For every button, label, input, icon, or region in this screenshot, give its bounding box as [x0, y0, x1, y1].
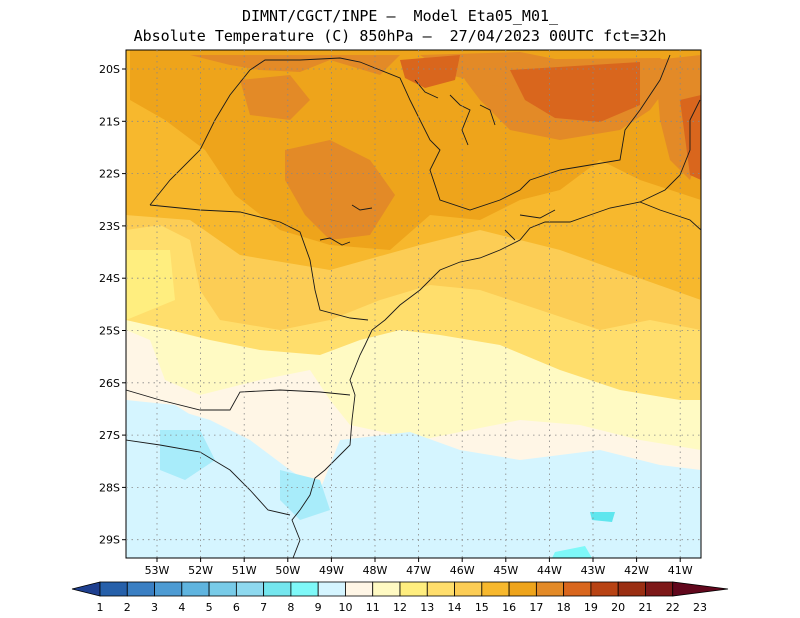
colorbar-segment — [99, 581, 128, 597]
colorbar-label: 12 — [393, 601, 407, 614]
colorbar-label: 8 — [287, 601, 294, 614]
colorbar-label: 19 — [584, 601, 598, 614]
colorbar-segment — [317, 581, 346, 597]
lat-label: 22S — [99, 168, 120, 181]
colorbar-segment — [126, 581, 155, 597]
colorbar-label: 16 — [502, 601, 516, 614]
colorbar-label: 3 — [151, 601, 158, 614]
colorbar-segment — [535, 581, 565, 597]
colorbar-label: 5 — [206, 601, 213, 614]
colorbar-label: 22 — [666, 601, 680, 614]
lat-label: 26S — [99, 377, 120, 390]
colorbar-segment — [426, 581, 455, 597]
lat-label: 28S — [99, 481, 120, 494]
colorbar-label: 14 — [448, 601, 462, 614]
colorbar-segment — [399, 581, 428, 597]
colorbar-segment — [154, 581, 183, 597]
lat-label: 27S — [99, 429, 120, 442]
lon-label: 46W — [450, 564, 475, 577]
lat-label: 29S — [99, 534, 120, 547]
colorbar-arrow-left — [71, 581, 101, 597]
lat-label: 25S — [99, 325, 120, 338]
colorbar-label: 6 — [233, 601, 240, 614]
colorbar-label: 4 — [178, 601, 185, 614]
lon-label: 43W — [581, 564, 606, 577]
lon-label: 48W — [363, 564, 388, 577]
colorbar-segment — [235, 581, 265, 597]
colorbar-label: 1 — [97, 601, 104, 614]
colorbar-label: 9 — [315, 601, 322, 614]
colorbar-segment — [181, 581, 210, 597]
colorbar-label: 15 — [475, 601, 489, 614]
lon-label: 51W — [232, 564, 257, 577]
colorbar-segment — [508, 581, 537, 597]
colorbar-label: 23 — [693, 601, 707, 614]
colorbar-segment — [290, 581, 319, 597]
lat-label: 24S — [99, 272, 120, 285]
lon-label: 53W — [145, 564, 170, 577]
colorbar-segment — [590, 581, 619, 597]
colorbar: 1 2 3 4 5 6 7 8 9 10 11 12 13 14 15 16 17 18 19 20 21 22 23 — [71, 581, 729, 614]
coastline-borders — [126, 54, 701, 558]
colorbar-label: 18 — [557, 601, 571, 614]
colorbar-label: 17 — [529, 601, 543, 614]
temperature-field — [126, 50, 701, 558]
lon-label: 41W — [668, 564, 693, 577]
colorbar-label: 13 — [420, 601, 434, 614]
lon-label: 42W — [624, 564, 649, 577]
colorbar-segment — [372, 581, 401, 597]
longitude-labels: 53W 52W 51W 50W 49W 48W 47W 46W 45W 44W 43W 42W 41W — [145, 564, 693, 577]
colorbar-label: 2 — [124, 601, 131, 614]
latitude-labels: 20S 21S 22S 23S 24S 25S 26S 27S 28S 29S — [99, 63, 120, 547]
lat-label: 20S — [99, 63, 120, 76]
lon-label: 45W — [493, 564, 518, 577]
colorbar-arrow-right — [672, 581, 729, 597]
colorbar-segment — [208, 581, 237, 597]
colorbar-label: 10 — [338, 601, 352, 614]
graticule — [122, 50, 701, 562]
lat-label: 21S — [99, 115, 120, 128]
colorbar-segment — [454, 581, 483, 597]
colorbar-label: 21 — [638, 601, 652, 614]
lon-label: 52W — [188, 564, 213, 577]
map-title-line1: DIMNT/CGCT/INPE – Model Eta05_M01_ — [241, 7, 559, 25]
colorbar-label: 7 — [260, 601, 267, 614]
colorbar-label: 20 — [611, 601, 625, 614]
lat-label: 23S — [99, 220, 120, 233]
lon-label: 44W — [537, 564, 562, 577]
colorbar-segment — [645, 581, 674, 597]
colorbar-label: 11 — [366, 601, 380, 614]
lon-label: 47W — [406, 564, 431, 577]
colorbar-segment — [345, 581, 374, 597]
lon-label: 49W — [319, 564, 344, 577]
colorbar-segment — [617, 581, 646, 597]
colorbar-segment — [563, 581, 592, 597]
colorbar-segment — [481, 581, 510, 597]
colorbar-segment — [263, 581, 292, 597]
lon-label: 50W — [275, 564, 300, 577]
map-title-line2: Absolute Temperature (C) 850hPa – 27/04/… — [133, 27, 667, 45]
